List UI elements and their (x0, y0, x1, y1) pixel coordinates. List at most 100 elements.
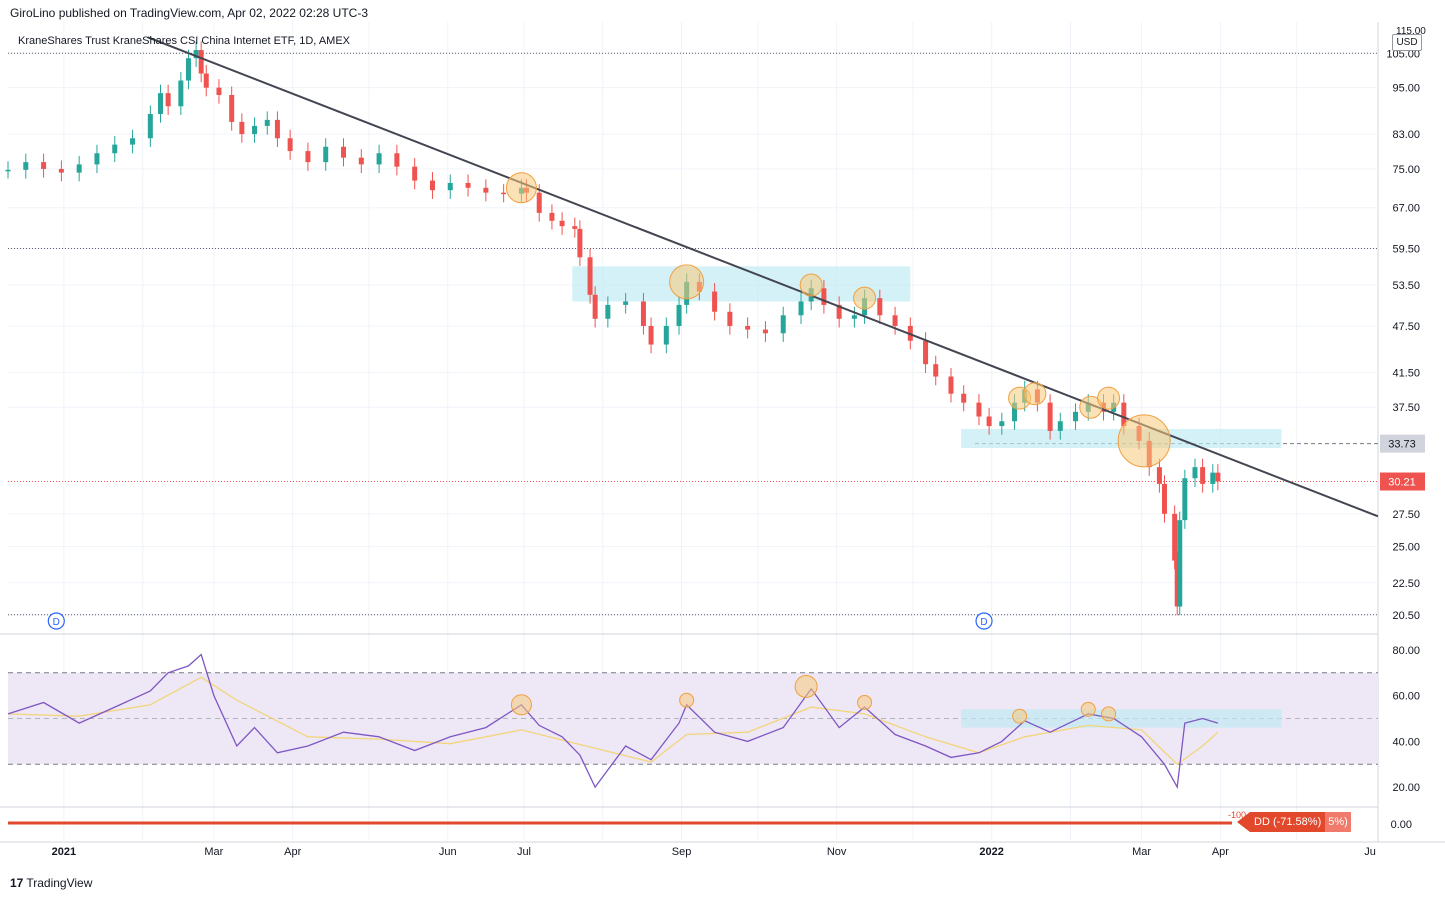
dividend-marker-icon[interactable] (47, 612, 65, 630)
candle-body[interactable] (165, 93, 171, 107)
touch-highlight-circle[interactable] (505, 172, 537, 204)
candle-body[interactable] (577, 228, 583, 258)
touch-highlight-circle[interactable] (1097, 386, 1121, 410)
touch-highlight-circle[interactable] (853, 286, 877, 310)
candle-body[interactable] (961, 393, 967, 403)
candle-body[interactable] (412, 166, 418, 181)
candle-body[interactable] (727, 311, 733, 326)
candle-body[interactable] (1174, 560, 1180, 607)
candle-body[interactable] (501, 192, 507, 195)
currency-button[interactable]: USD (1392, 34, 1422, 51)
candle-body[interactable] (648, 325, 654, 345)
candle-body[interactable] (1192, 467, 1198, 479)
candle-body[interactable] (112, 144, 118, 154)
candle-body[interactable] (305, 151, 311, 163)
dividend-marker-icon[interactable] (975, 612, 993, 630)
candle-body[interactable] (780, 315, 786, 334)
touch-highlight-circle[interactable] (1023, 382, 1047, 406)
candle-body[interactable] (1047, 402, 1053, 431)
candle-body[interactable] (798, 301, 804, 316)
candle-body[interactable] (762, 329, 768, 334)
touch-highlight-circle[interactable] (799, 273, 823, 297)
candle-body[interactable] (447, 182, 453, 191)
candle-body[interactable] (1073, 411, 1079, 422)
candle-body[interactable] (976, 402, 982, 417)
candle-body[interactable] (130, 138, 136, 145)
candle-body[interactable] (429, 180, 435, 191)
candle-body[interactable] (640, 301, 646, 326)
candle-body[interactable] (23, 162, 29, 170)
candle-body[interactable] (712, 291, 718, 312)
candle-body[interactable] (1182, 478, 1188, 521)
candle-body[interactable] (877, 298, 883, 316)
symbol-title[interactable]: KraneShares Trust KraneShares CSI China … (18, 35, 350, 47)
rsi-touch-highlight-circle[interactable] (510, 694, 532, 716)
downtrend-line[interactable] (147, 36, 1379, 518)
candle-body[interactable] (836, 304, 842, 319)
candle-body[interactable] (323, 146, 329, 163)
rsi-touch-highlight-circle[interactable] (1012, 708, 1028, 724)
candle-body[interactable] (216, 87, 222, 95)
candle-body[interactable] (1121, 402, 1127, 427)
candle-body[interactable] (5, 169, 11, 172)
rsi-touch-highlight-circle[interactable] (679, 692, 695, 708)
candle-body[interactable] (94, 153, 100, 165)
candle-body[interactable] (147, 113, 153, 139)
candle-body[interactable] (536, 192, 542, 213)
touch-highlight-circle[interactable] (669, 264, 705, 300)
rsi-touch-highlight-circle[interactable] (857, 694, 873, 710)
candle-body[interactable] (229, 94, 235, 122)
candle-body[interactable] (1161, 483, 1167, 514)
candle-body[interactable] (193, 50, 199, 59)
candle-body[interactable] (1210, 472, 1216, 484)
candle-body[interactable] (185, 58, 191, 81)
rsi-touch-highlight-circle[interactable] (1080, 701, 1096, 717)
candle-body[interactable] (287, 138, 293, 152)
candle-body[interactable] (587, 257, 593, 295)
candle-body[interactable] (676, 304, 682, 326)
candle-body[interactable] (986, 416, 992, 427)
candle-body[interactable] (592, 294, 598, 319)
candle-body[interactable] (41, 162, 47, 169)
candle-body[interactable] (239, 121, 245, 135)
candle-body[interactable] (572, 226, 578, 229)
candle-body[interactable] (1177, 520, 1183, 607)
rsi-touch-highlight-circle[interactable] (794, 674, 818, 698)
candle-body[interactable] (948, 376, 954, 394)
candle-body[interactable] (394, 153, 400, 167)
candle-body[interactable] (1172, 513, 1178, 561)
candle-body[interactable] (76, 164, 82, 173)
candle-body[interactable] (341, 146, 347, 158)
candle-body[interactable] (999, 421, 1005, 427)
candle-body[interactable] (274, 119, 280, 139)
candle-body[interactable] (923, 340, 929, 365)
tradingview-logo[interactable]: 17 TradingView (10, 876, 92, 890)
candle-body[interactable] (198, 50, 204, 74)
candle-body[interactable] (623, 301, 629, 305)
rsi-zone[interactable] (961, 709, 1282, 728)
candle-body[interactable] (559, 220, 565, 227)
candle-body[interactable] (821, 288, 827, 305)
rsi-touch-highlight-circle[interactable] (1101, 706, 1117, 722)
candle-body[interactable] (1012, 402, 1018, 422)
candle-body[interactable] (745, 325, 751, 330)
candle-body[interactable] (203, 73, 209, 88)
candle-body[interactable] (178, 80, 184, 107)
candle-body[interactable] (663, 325, 669, 345)
candle-body[interactable] (158, 93, 164, 114)
candle-body[interactable] (933, 364, 939, 377)
candle-body[interactable] (549, 212, 555, 221)
candle-body[interactable] (1215, 472, 1221, 482)
touch-highlight-circle[interactable] (1117, 414, 1171, 468)
candle-body[interactable] (892, 315, 898, 326)
candle-body[interactable] (376, 153, 382, 165)
candle-body[interactable] (1057, 421, 1063, 431)
candle-body[interactable] (465, 182, 471, 188)
candle-body[interactable] (483, 187, 489, 193)
candle-body[interactable] (252, 125, 258, 135)
candle-body[interactable] (358, 157, 364, 165)
candle-body[interactable] (264, 119, 270, 126)
candle-body[interactable] (605, 304, 611, 319)
candle-body[interactable] (1156, 467, 1162, 484)
